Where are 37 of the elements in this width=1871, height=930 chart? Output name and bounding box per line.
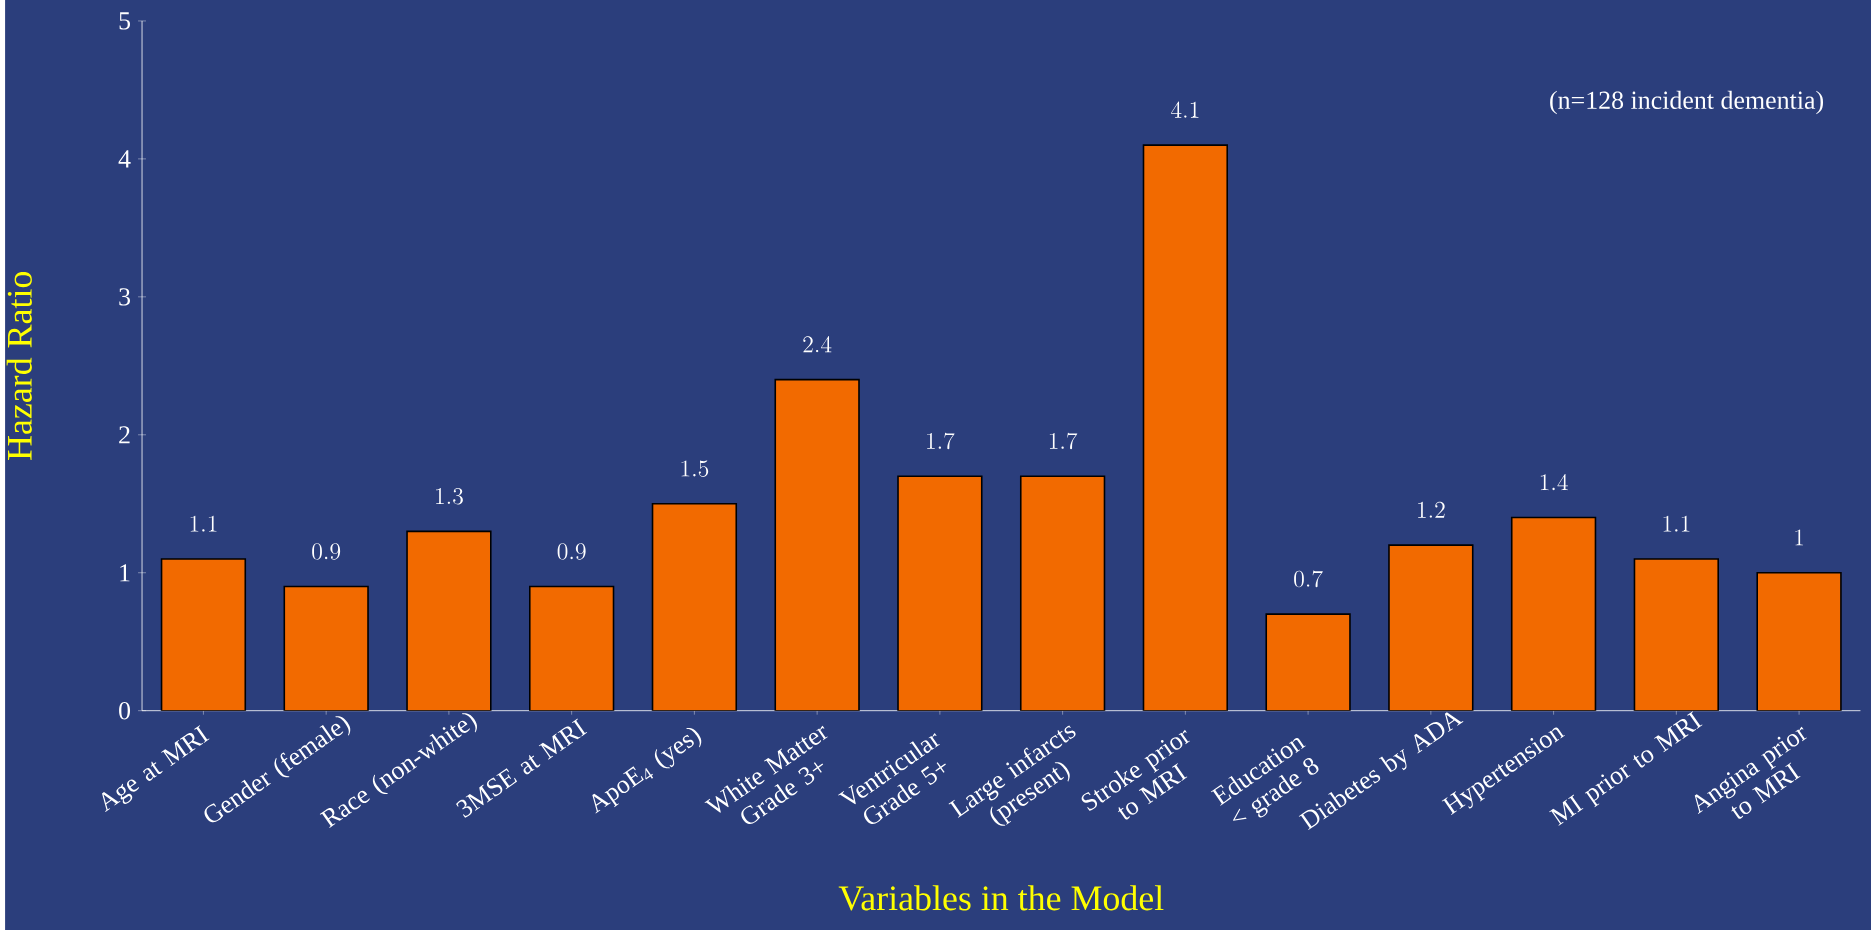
bar (283, 585, 369, 711)
data-label: 1 . 1 (190, 515, 217, 532)
bar (774, 378, 860, 711)
y-axis-title: Hazard Ratio (6, 272, 32, 460)
bar (406, 530, 492, 711)
y-tick-label: 1 (120, 564, 130, 582)
data-label: 0.9 (557, 543, 586, 560)
data-label: 1 .7 (1049, 432, 1078, 450)
data-label: 2.4 (803, 336, 832, 353)
data-label: 1 .5 (681, 460, 709, 477)
data-label: 1 .2 (1418, 501, 1445, 518)
bar (651, 502, 738, 711)
y-tick-label: 0 (119, 701, 131, 720)
bar (1388, 544, 1474, 711)
bar (1510, 516, 1597, 711)
y-tick-label: 4 (118, 150, 131, 168)
data-label: 0.7 (1294, 570, 1323, 588)
bar (897, 475, 983, 711)
data-label: 1 . 1 (1663, 515, 1690, 532)
y-tick-label: 2 (119, 426, 130, 444)
bar (1265, 613, 1351, 711)
bar (528, 585, 615, 711)
y-tick-label: 5 (119, 12, 130, 30)
data-label: 0.9 (312, 543, 341, 560)
annotation: (n=128 incident dementia) (1550, 90, 1824, 115)
data-label: 1 (1795, 529, 1804, 546)
x-axis-title: Variables in the Model (838, 885, 1164, 911)
data-label: 1 .3 (436, 488, 463, 505)
bar (1019, 475, 1106, 711)
data-label: 1 .4 (1540, 474, 1568, 491)
bar (1142, 144, 1229, 711)
y-tick-label: 3 (119, 288, 130, 306)
bar (160, 558, 247, 711)
bar (1633, 558, 1719, 711)
data-label: 1 .7 (927, 432, 955, 450)
data-label: 4. 1 (1171, 101, 1199, 118)
bar (1756, 571, 1842, 711)
